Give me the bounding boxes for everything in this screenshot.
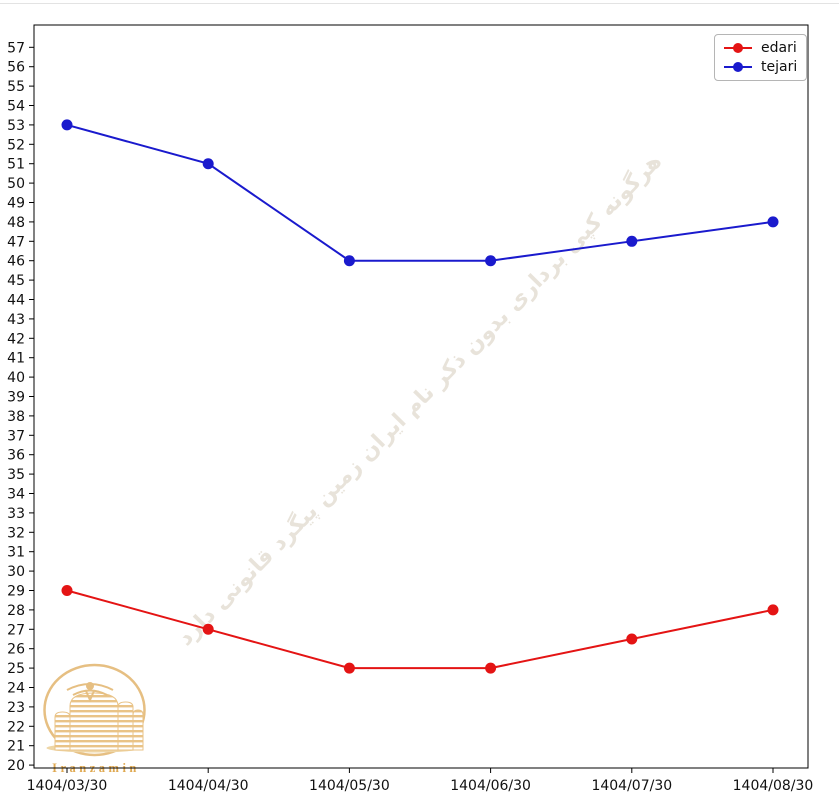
x-tick-label: 1404/07/30	[591, 778, 672, 794]
data-point-edari	[626, 633, 638, 645]
y-tick-label: 45	[7, 273, 25, 289]
y-tick-label: 42	[7, 331, 25, 347]
legend-dot	[733, 43, 743, 53]
data-point-tejari	[767, 216, 779, 228]
series-line-tejari	[66, 123, 774, 262]
y-tick-label: 53	[7, 118, 25, 134]
y-tick-label: 28	[7, 603, 25, 619]
y-tick-label: 26	[7, 642, 25, 658]
legend-marker-edari	[724, 43, 752, 53]
data-point-tejari	[343, 255, 355, 267]
y-tick-label: 56	[7, 60, 25, 76]
y-tick-label: 21	[7, 739, 25, 755]
y-tick-label: 20	[7, 758, 25, 774]
y-tick-label: 41	[7, 351, 25, 367]
y-tick-label: 32	[7, 525, 25, 541]
x-tick-label: 1404/05/30	[309, 778, 390, 794]
data-point-tejari	[626, 235, 638, 247]
y-tick-label: 36	[7, 448, 25, 464]
y-tick-label: 46	[7, 254, 25, 270]
legend-marker-tejari	[724, 62, 752, 72]
data-point-tejari	[485, 255, 497, 267]
y-tick-label: 50	[7, 176, 25, 192]
y-tick-label: 38	[7, 409, 25, 425]
y-tick-label: 23	[7, 700, 25, 716]
plot-border	[33, 24, 809, 769]
faravahar-icon	[66, 682, 114, 703]
y-tick-label: 40	[7, 370, 25, 386]
legend-item-tejari: tejari	[723, 59, 797, 75]
iranzamin-logo-icon	[43, 663, 146, 757]
y-tick-label: 31	[7, 545, 25, 561]
y-tick-label: 49	[7, 196, 25, 212]
y-tick-label: 29	[7, 583, 25, 599]
legend: edari tejari	[714, 34, 808, 81]
legend-label: edari	[761, 40, 797, 56]
x-tick-label: 1404/03/30	[27, 778, 108, 794]
page-top-border	[0, 3, 839, 4]
data-point-edari	[61, 584, 73, 596]
y-tick-label: 57	[7, 40, 25, 56]
legend-label: tejari	[761, 59, 798, 75]
y-tick-label: 48	[7, 215, 25, 231]
y-tick-label: 33	[7, 506, 25, 522]
y-tick-label: 43	[7, 312, 25, 328]
y-tick-label: 54	[7, 99, 25, 115]
logo-tower-far-right	[132, 709, 144, 751]
y-tick-label: 34	[7, 486, 25, 502]
logo-circle	[43, 663, 146, 757]
y-tick-label: 22	[7, 719, 25, 735]
y-tick-label: 44	[7, 293, 25, 309]
y-tick-label: 51	[7, 157, 25, 173]
series-line-edari	[66, 589, 774, 670]
y-tick-label: 27	[7, 622, 25, 638]
data-point-tejari	[61, 119, 73, 131]
data-point-edari	[485, 662, 497, 674]
data-point-edari	[343, 662, 355, 674]
data-point-tejari	[202, 158, 214, 170]
x-tick-label: 1404/08/30	[733, 778, 814, 794]
y-tick-label: 55	[7, 79, 25, 95]
y-tick-label: 25	[7, 661, 25, 677]
x-tick-label: 1404/06/30	[450, 778, 531, 794]
y-tick-label: 24	[7, 680, 25, 696]
data-point-edari	[202, 623, 214, 635]
y-tick-label: 30	[7, 564, 25, 580]
x-tick-label: 1404/04/30	[168, 778, 249, 794]
y-tick-label: 47	[7, 234, 25, 250]
data-point-edari	[767, 604, 779, 616]
y-tick-label: 52	[7, 137, 25, 153]
legend-item-edari: edari	[723, 40, 797, 56]
y-tick-label: 35	[7, 467, 25, 483]
y-tick-label: 39	[7, 390, 25, 406]
legend-dot	[733, 62, 743, 72]
y-tick-label: 37	[7, 428, 25, 444]
